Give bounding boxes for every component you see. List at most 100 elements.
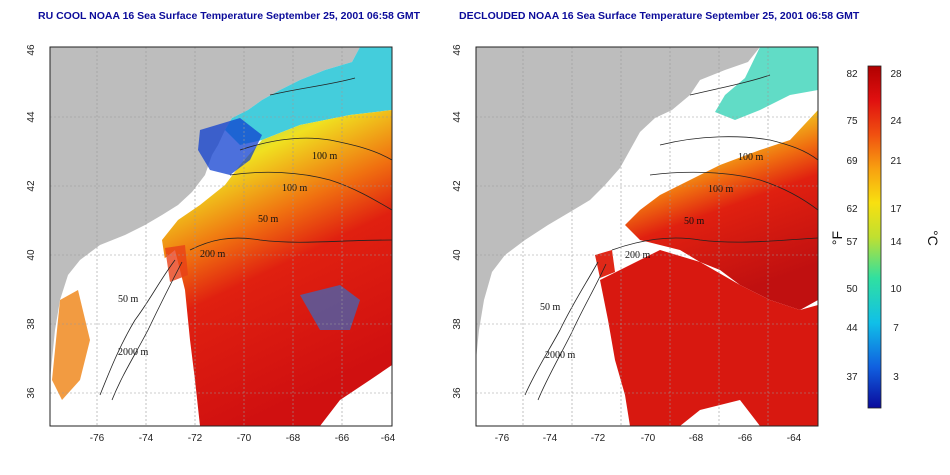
- left-lon-tick: -66: [335, 433, 350, 444]
- right-lon-tick: -66: [738, 433, 753, 444]
- right-map-frame: [475, 46, 819, 427]
- right-contour-1: [659, 136, 819, 161]
- left-contour-label-1: 100 m: [312, 151, 338, 162]
- colorbar-f-tick: 62: [846, 204, 858, 215]
- right-map-coastal-warm: [595, 250, 615, 278]
- colorbar-fahrenheit-label: °F: [829, 231, 845, 245]
- left-contour-3: [189, 237, 393, 251]
- colorbar-gradient: [867, 65, 882, 409]
- left-lat-ticks: 46 44 42 40 38 36: [26, 44, 37, 399]
- left-map-title: RU COOL NOAA 16 Sea Surface Temperature …: [38, 10, 421, 22]
- colorbar-f-ticks: 82 75 69 62 57 50 44 37: [846, 69, 858, 383]
- right-map-warm-core: [600, 250, 818, 426]
- right-contour-3: [611, 237, 819, 251]
- right-contour-label-3: 50 m: [684, 216, 705, 227]
- right-map-sea-surface: [625, 110, 818, 310]
- left-lat-tick: 40: [26, 249, 37, 261]
- right-lon-ticks: -76 -74 -72 -70 -68 -66 -64: [495, 433, 802, 444]
- left-lon-tick: -68: [286, 433, 301, 444]
- colorbar-c-tick: 28: [890, 69, 902, 80]
- right-lat-tick: 36: [452, 387, 463, 399]
- left-lat-tick: 38: [26, 318, 37, 330]
- right-map-title: DECLOUDED NOAA 16 Sea Surface Temperatur…: [459, 10, 860, 22]
- right-lon-tick: -70: [641, 433, 656, 444]
- right-lat-tick: 42: [452, 180, 463, 192]
- right-contour-label-6: 2000 m: [545, 350, 576, 361]
- left-contour-4: [99, 259, 176, 396]
- left-lon-ticks: -76 -74 -72 -70 -68 -66 -64: [90, 433, 396, 444]
- left-map-sea-surface: [162, 110, 392, 426]
- left-map-cloud-band: [72, 250, 200, 426]
- right-lon-tick: -64: [787, 433, 802, 444]
- left-contour-2: [229, 171, 393, 211]
- colorbar-f-tick: 75: [846, 116, 858, 127]
- right-map-panel: 100 m 100 m 50 m 200 m 50 m 2000 m -76 -…: [452, 44, 819, 444]
- left-contour-6: [269, 77, 356, 96]
- right-lon-tick: -68: [689, 433, 704, 444]
- left-map-coastal-patch: [52, 290, 90, 400]
- right-contour-label-1: 100 m: [738, 152, 764, 163]
- left-map-depth-contours: [99, 77, 393, 401]
- right-lat-tick: 44: [452, 111, 463, 123]
- colorbar-celsius-label: °C: [925, 230, 941, 246]
- colorbar-f-tick: 50: [846, 284, 858, 295]
- right-lon-tick: -76: [495, 433, 510, 444]
- right-contour-label-2: 100 m: [708, 184, 734, 195]
- right-contour-label-4: 200 m: [625, 250, 651, 261]
- colorbar-c-tick: 14: [890, 237, 902, 248]
- left-contour-5: [111, 261, 183, 401]
- colorbar-c-ticks: 28 24 21 17 14 10 7 3: [890, 69, 902, 383]
- colorbar-c-tick: 21: [890, 156, 902, 167]
- right-map-land: [476, 47, 760, 360]
- right-map-grid: [476, 47, 818, 426]
- right-contour-4: [524, 261, 599, 396]
- colorbar-f-tick: 37: [846, 372, 858, 383]
- left-map-shelf-water: [225, 47, 392, 145]
- left-map-cold-patch-2: [300, 285, 360, 330]
- left-contour-label-4: 200 m: [200, 249, 226, 260]
- left-lon-tick: -76: [90, 433, 105, 444]
- colorbar-f-tick: 44: [846, 323, 858, 334]
- colorbar-c-tick: 10: [890, 284, 902, 295]
- right-contour-2: [649, 171, 819, 211]
- left-lon-tick: -74: [139, 433, 154, 444]
- right-lat-tick: 40: [452, 249, 463, 261]
- colorbar-c-tick: 24: [890, 116, 902, 127]
- colorbar-c-tick: 7: [893, 323, 899, 334]
- right-map-shelf-water: [715, 47, 818, 120]
- left-contour-label-6: 2000 m: [118, 347, 149, 358]
- left-lat-tick: 36: [26, 387, 37, 399]
- right-lat-tick: 46: [452, 44, 463, 56]
- left-map-panel: 100 m 100 m 50 m 200 m 50 m 2000 m -76 -…: [26, 44, 396, 444]
- left-map-coastal-warm: [165, 245, 188, 282]
- left-lon-tick: -70: [237, 433, 252, 444]
- left-lon-tick: -64: [381, 433, 396, 444]
- left-map-frame: [49, 46, 393, 427]
- right-contour-6: [689, 74, 771, 96]
- right-lat-ticks: 46 44 42 40 38 36: [452, 44, 463, 399]
- left-map-land: [50, 47, 360, 380]
- right-lat-tick: 38: [452, 318, 463, 330]
- right-lon-tick: -74: [543, 433, 558, 444]
- colorbar-f-tick: 57: [846, 237, 858, 248]
- right-map-depth-contours: [524, 74, 819, 401]
- left-map-cold-patch: [198, 118, 262, 175]
- left-map-grid: [50, 47, 392, 426]
- colorbar-c-tick: 3: [893, 372, 899, 383]
- colorbar-f-tick: 69: [846, 156, 858, 167]
- left-contour-label-3: 50 m: [258, 214, 279, 225]
- colorbar-f-tick: 82: [846, 69, 858, 80]
- left-lat-tick: 44: [26, 111, 37, 123]
- left-lat-tick: 46: [26, 44, 37, 56]
- left-lat-tick: 42: [26, 180, 37, 192]
- left-map-cloud-edge: [320, 365, 392, 426]
- left-lon-tick: -72: [188, 433, 203, 444]
- colorbar: 82 75 69 62 57 50 44 37 28 24 21 17 14 1…: [829, 65, 941, 409]
- left-contour-label-2: 100 m: [282, 183, 308, 194]
- colorbar-c-tick: 17: [890, 204, 902, 215]
- left-contour-1: [239, 137, 393, 161]
- right-lon-tick: -72: [591, 433, 606, 444]
- left-contour-label-5: 50 m: [118, 294, 139, 305]
- right-contour-label-5: 50 m: [540, 302, 561, 313]
